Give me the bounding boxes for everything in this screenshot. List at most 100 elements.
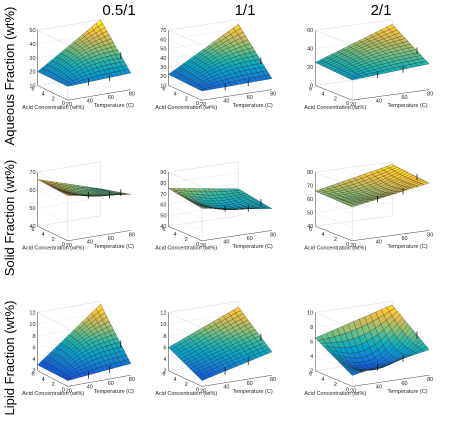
z-tick-label: 90 bbox=[160, 170, 166, 176]
surface-chart-panel: 20 40 60 80 0 2 4 610 20 30 40 50 Temperature (C) Aci… bbox=[22, 19, 135, 111]
gridline bbox=[315, 301, 393, 313]
z-tick-label: 40 bbox=[160, 56, 166, 62]
surface-facet bbox=[420, 346, 430, 352]
z-tick-label: 50 bbox=[160, 47, 166, 53]
z-tick-label: 70 bbox=[307, 184, 313, 190]
y-tick-label: 4 bbox=[321, 91, 324, 97]
y-axis-label: Acid Concentration (wt%) bbox=[22, 391, 84, 397]
gridline bbox=[315, 202, 393, 213]
z-tick-label: 60 bbox=[307, 197, 313, 203]
x-tick-label: 20 bbox=[66, 102, 72, 108]
z-tick-label: 50 bbox=[29, 28, 35, 34]
surface-facet bbox=[420, 60, 430, 66]
y-tick-label: 0 bbox=[196, 242, 199, 248]
x-axis-line bbox=[352, 374, 430, 387]
z-tick-label: 30 bbox=[160, 65, 166, 71]
z-tick-label: 6 bbox=[32, 345, 35, 351]
y-tick-label: 0 bbox=[346, 387, 349, 393]
x-axis-line bbox=[67, 374, 131, 387]
y-tick-label: 0 bbox=[346, 101, 349, 107]
gridline bbox=[37, 312, 68, 329]
z-tick-label: 50 bbox=[307, 211, 313, 217]
y-tick-label: 0 bbox=[62, 101, 65, 107]
y-tick-label: 2 bbox=[334, 237, 337, 243]
x-tick-label: 60 bbox=[247, 236, 253, 242]
z-tick-label: 60 bbox=[307, 28, 313, 34]
y-tick-label: 6 bbox=[31, 227, 34, 233]
z-tick-label: 10 bbox=[29, 83, 35, 89]
z-tick-label: 30 bbox=[29, 56, 35, 62]
x-axis-label: Temperature (C) bbox=[388, 103, 428, 109]
y-tick-label: 6 bbox=[309, 372, 312, 378]
x-tick-label: 80 bbox=[270, 377, 276, 383]
z-tick-label: 4 bbox=[32, 357, 35, 363]
z-tick-label: 6 bbox=[163, 345, 166, 351]
gridline bbox=[315, 74, 393, 86]
x-axis-label: Temperature (C) bbox=[94, 244, 134, 250]
z-tick-label: 6 bbox=[310, 340, 313, 346]
y-axis-line bbox=[168, 226, 203, 242]
gridline bbox=[37, 215, 101, 227]
gridline bbox=[168, 19, 239, 31]
z-tick-label: 40 bbox=[29, 224, 35, 230]
x-axis-label: Temperature (C) bbox=[388, 389, 428, 395]
gridline bbox=[315, 66, 353, 83]
x-axis-label: Temperature (C) bbox=[94, 389, 134, 395]
gridline bbox=[168, 301, 239, 313]
x-tick-label: 60 bbox=[108, 236, 114, 242]
y-tick-label: 4 bbox=[174, 377, 177, 383]
x-tick-label: 40 bbox=[87, 385, 93, 391]
x-tick-label: 40 bbox=[87, 99, 93, 105]
surface-chart-panel: 20 40 60 80 0 2 4 610 20 30 40 50 60 70 Temperature (C… bbox=[155, 19, 276, 111]
x-tick-label: 20 bbox=[66, 388, 72, 394]
gridline bbox=[37, 197, 101, 209]
x-tick-label: 80 bbox=[427, 232, 433, 238]
column-title: 2/1 bbox=[371, 2, 392, 19]
z-tick-label: 40 bbox=[307, 224, 313, 230]
y-tick-label: 2 bbox=[185, 382, 188, 388]
y-axis-line bbox=[37, 85, 68, 101]
x-tick-label: 80 bbox=[129, 232, 135, 238]
y-tick-label: 2 bbox=[185, 96, 188, 102]
z-tick-label: 60 bbox=[160, 37, 166, 43]
gridline bbox=[168, 28, 239, 40]
x-tick-label: 40 bbox=[87, 239, 93, 245]
gridline bbox=[37, 190, 68, 205]
x-tick-label: 40 bbox=[223, 239, 229, 245]
gridline bbox=[168, 171, 203, 187]
z-tick-label: 20 bbox=[307, 65, 313, 71]
x-tick-label: 80 bbox=[270, 92, 276, 98]
z-tick-label: 40 bbox=[307, 47, 313, 53]
z-tick-label: 12 bbox=[160, 310, 166, 316]
x-tick-label: 20 bbox=[350, 243, 356, 249]
z-tick-label: 20 bbox=[160, 74, 166, 80]
y-tick-label: 4 bbox=[42, 377, 45, 383]
x-tick-label: 60 bbox=[401, 236, 407, 242]
y-tick-label: 4 bbox=[321, 377, 324, 383]
x-tick-label: 60 bbox=[247, 95, 253, 101]
x-axis-label: Temperature (C) bbox=[233, 389, 273, 395]
z-tick-label: 2 bbox=[310, 369, 313, 375]
z-tick-label: 10 bbox=[160, 83, 166, 89]
x-tick-label: 20 bbox=[350, 102, 356, 108]
gridline bbox=[168, 312, 203, 329]
y-tick-label: 2 bbox=[334, 382, 337, 388]
y-axis-label: Acid Concentration (wt%) bbox=[155, 105, 217, 111]
gridline bbox=[168, 204, 203, 220]
z-tick-label: 50 bbox=[29, 206, 35, 212]
x-axis-label: Temperature (C) bbox=[388, 244, 428, 250]
gridline bbox=[315, 19, 393, 31]
x-tick-label: 20 bbox=[200, 102, 206, 108]
y-axis-line bbox=[315, 85, 353, 101]
z-tick-label: 12 bbox=[29, 310, 35, 316]
y-tick-label: 2 bbox=[185, 237, 188, 243]
z-tick-label: 70 bbox=[160, 192, 166, 198]
gridline bbox=[37, 208, 68, 223]
x-tick-label: 20 bbox=[66, 243, 72, 249]
x-tick-label: 80 bbox=[427, 377, 433, 383]
z-tick-label: 70 bbox=[160, 28, 166, 34]
x-tick-label: 40 bbox=[376, 99, 382, 105]
